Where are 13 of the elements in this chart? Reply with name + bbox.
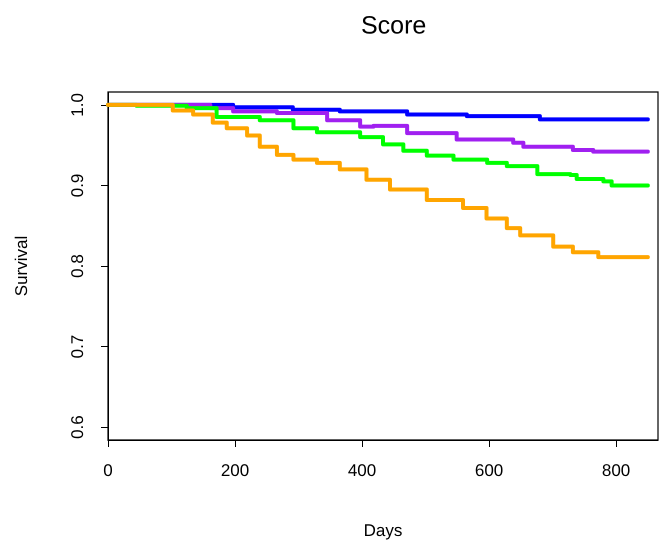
x-tick-label: 0	[103, 461, 113, 480]
y-axis-title: Survival	[12, 236, 31, 296]
y-tick-label: 0.6	[68, 415, 87, 439]
x-tick-label: 600	[474, 461, 504, 480]
x-tick-label: 800	[602, 461, 630, 480]
y-tick-label: 0.7	[68, 334, 87, 358]
chart-title: Score	[361, 12, 426, 40]
y-tick-label: 1.0	[68, 93, 87, 117]
y-tick-label: 0.8	[68, 254, 87, 278]
x-tick-label: 200	[220, 461, 250, 480]
x-axis-title: Days	[364, 521, 402, 540]
x-tick-label: 400	[348, 461, 376, 480]
y-tick-label: 0.9	[68, 174, 87, 198]
